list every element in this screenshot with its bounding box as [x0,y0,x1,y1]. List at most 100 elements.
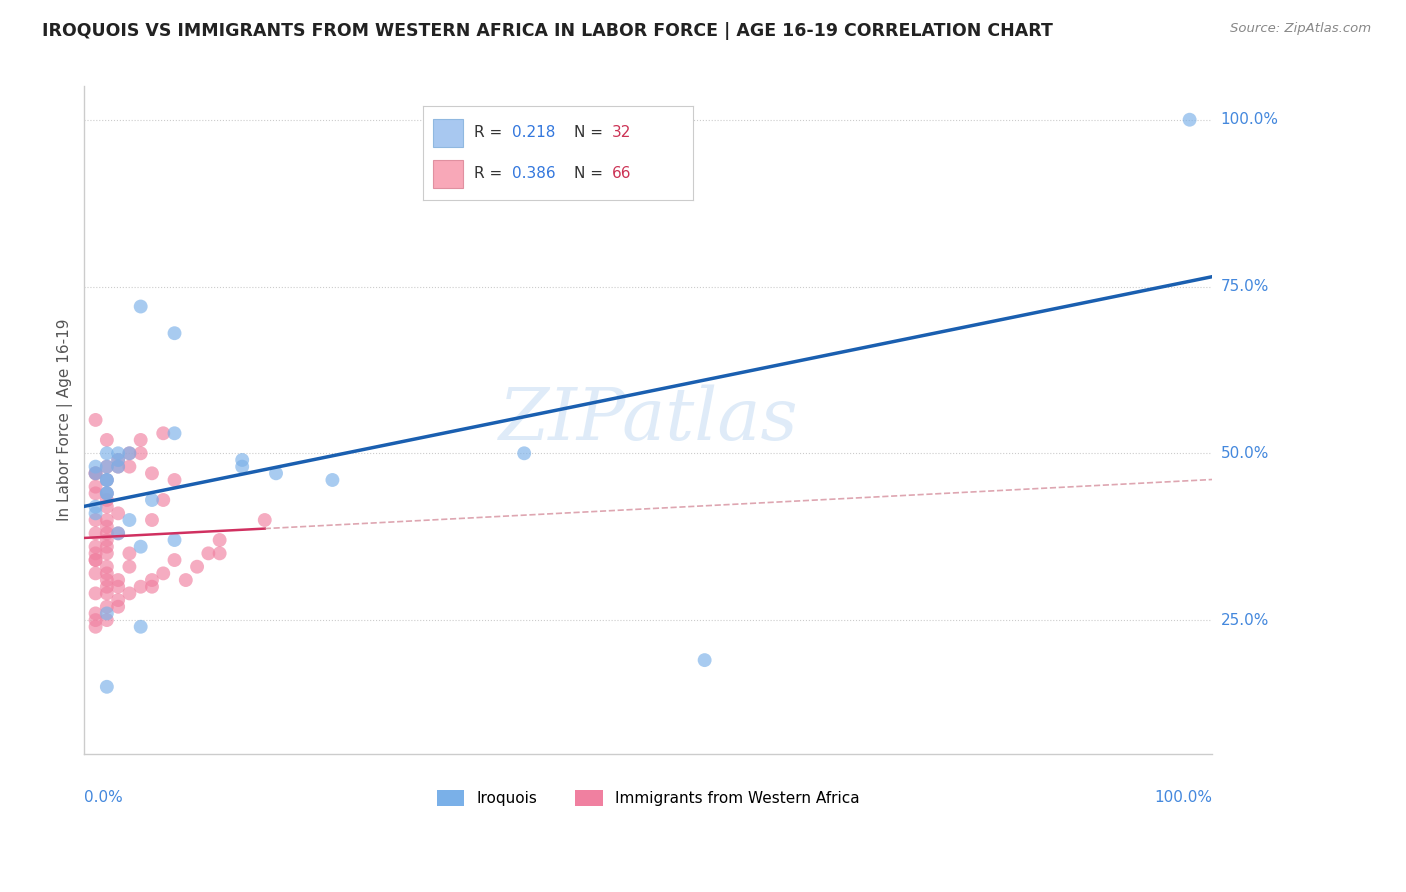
Point [96,473,118,487]
Point [129,580,152,594]
Text: ZIPatlas: ZIPatlas [498,384,799,455]
Point [174,573,197,587]
Point [321,473,343,487]
Point [118,546,141,560]
Text: 75.0%: 75.0% [1220,279,1268,294]
Point [152,566,174,581]
Point [96,459,118,474]
Y-axis label: In Labor Force | Age 16-19: In Labor Force | Age 16-19 [58,318,73,521]
Point [96,559,118,574]
Point [84,546,107,560]
Point [96,433,118,447]
Point [152,426,174,441]
Point [118,459,141,474]
Text: 0.0%: 0.0% [84,790,124,805]
Point [129,300,152,314]
Point [96,473,118,487]
Point [141,467,163,481]
Point [208,533,231,547]
Point [107,506,129,520]
Point [84,480,107,494]
Point [96,573,118,587]
Text: 100.0%: 100.0% [1220,112,1278,128]
Point [84,467,107,481]
Point [96,680,118,694]
Point [96,607,118,621]
Point [96,513,118,527]
Point [96,599,118,614]
Point [84,540,107,554]
Point [84,613,107,627]
Point [513,446,536,460]
Point [107,573,129,587]
Point [84,467,107,481]
Point [129,540,152,554]
Point [141,573,163,587]
Point [253,513,276,527]
Point [96,586,118,600]
Point [84,553,107,567]
Point [107,446,129,460]
Point [231,459,253,474]
Point [141,493,163,508]
Point [96,566,118,581]
Text: Source: ZipAtlas.com: Source: ZipAtlas.com [1230,22,1371,36]
Point [84,506,107,520]
Point [118,586,141,600]
Point [163,326,186,341]
Point [84,467,107,481]
Point [96,613,118,627]
Point [84,413,107,427]
Point [129,620,152,634]
Point [96,526,118,541]
Point [84,486,107,500]
Text: 100.0%: 100.0% [1154,790,1212,805]
Point [107,459,129,474]
Legend: Iroquois, Immigrants from Western Africa: Iroquois, Immigrants from Western Africa [430,784,866,813]
Point [107,526,129,541]
Point [96,540,118,554]
Point [96,486,118,500]
Point [107,599,129,614]
Point [264,467,287,481]
Text: 50.0%: 50.0% [1220,446,1268,461]
Point [129,446,152,460]
Point [84,586,107,600]
Point [141,580,163,594]
Point [107,453,129,467]
Point [141,513,163,527]
Point [163,473,186,487]
Point [96,473,118,487]
Text: IROQUOIS VS IMMIGRANTS FROM WESTERN AFRICA IN LABOR FORCE | AGE 16-19 CORRELATIO: IROQUOIS VS IMMIGRANTS FROM WESTERN AFRI… [42,22,1053,40]
Point [118,446,141,460]
Point [96,533,118,547]
Point [96,459,118,474]
Text: 25.0%: 25.0% [1220,613,1268,628]
Point [84,459,107,474]
Point [84,566,107,581]
Point [107,453,129,467]
Point [107,459,129,474]
Point [96,580,118,594]
Point [118,446,141,460]
Point [96,486,118,500]
Point [163,533,186,547]
Point [84,500,107,514]
Point [186,559,208,574]
Point [231,453,253,467]
Point [1178,112,1201,127]
Point [84,513,107,527]
Point [84,620,107,634]
Point [118,513,141,527]
Point [107,593,129,607]
Point [96,486,118,500]
Point [96,546,118,560]
Point [693,653,716,667]
Point [197,546,219,560]
Point [96,519,118,533]
Point [163,553,186,567]
Point [208,546,231,560]
Point [84,553,107,567]
Point [107,580,129,594]
Point [118,559,141,574]
